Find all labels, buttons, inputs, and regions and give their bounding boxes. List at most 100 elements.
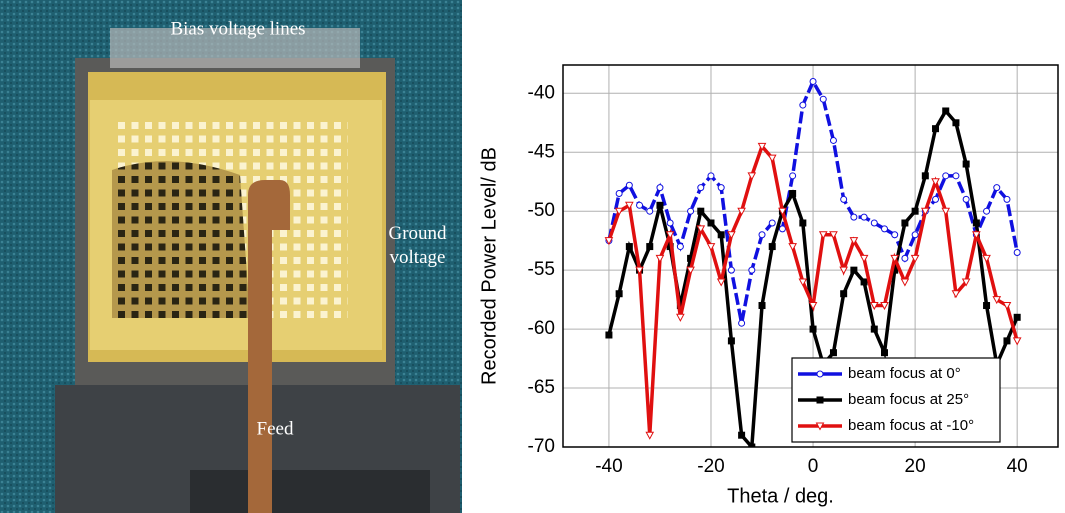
feed-probe [248,180,290,513]
marker [942,172,950,180]
photo: Bias voltage lines Ground voltage Feed [0,0,462,513]
marker [880,302,889,311]
marker [799,101,807,109]
photo-label-box: Ground voltage [388,223,447,268]
marker [901,254,909,262]
marker [798,278,808,287]
marker [686,266,695,275]
x-tick-label: 20 [905,456,926,477]
marker [799,219,807,227]
y-tick-label: -60 [528,318,555,339]
marker [748,266,756,274]
marker [757,142,767,151]
marker [962,195,970,203]
marker [1013,313,1021,321]
marker [982,254,991,263]
photo-label: Bias voltage lines [170,18,305,39]
y-tick-label: -50 [528,200,555,221]
marker [707,219,715,227]
marker [635,266,644,275]
marker [870,219,878,227]
marker [768,243,776,251]
marker [656,184,664,192]
marker [604,237,614,246]
marker [727,266,735,274]
marker [1012,337,1022,346]
marker [676,243,684,251]
marker [850,213,858,221]
marker [778,207,787,216]
marker [1002,302,1012,311]
marker [768,219,776,227]
marker [869,302,879,311]
marker [758,231,766,239]
marker [625,201,634,210]
marker [941,207,951,216]
marker [952,172,960,180]
marker [839,266,849,275]
marker [676,313,685,322]
marker [727,337,735,345]
marker [615,190,623,198]
y-tick-label: -70 [528,436,555,457]
marker [911,207,919,215]
marker [697,207,705,215]
marker [738,319,746,327]
x-tick-label: 0 [808,456,819,477]
plot-border [562,64,1059,448]
marker [1013,248,1021,256]
x-axis-label: Theta / deg. [727,485,834,507]
marker [727,231,736,240]
cell-grid-dark [112,161,250,318]
marker [737,207,746,216]
marker [1003,195,1011,203]
marker [625,181,633,189]
marker [716,278,726,287]
marker [993,184,1001,192]
marker [1003,337,1011,345]
legend-marker [816,370,824,378]
chart: -40 -20 0 20 40 -40 -45 -50 -55 -60 -65 -70 Theta / … [478,64,1059,507]
marker [850,266,858,274]
marker [840,195,848,203]
marker [992,296,1002,305]
marker [665,231,675,240]
bias-connector [110,28,360,68]
y-tick-label: -55 [528,259,555,280]
marker [860,278,868,286]
marker [983,302,991,310]
marker [808,302,818,311]
marker [880,225,888,233]
marker [767,154,777,163]
y-tick-label: -45 [528,141,555,162]
marker [920,207,930,216]
marker [697,184,705,192]
marker [829,231,838,240]
marker [840,290,848,298]
marker [717,231,725,239]
marker [717,184,725,192]
marker [687,207,695,215]
photo-label: Ground voltage [388,223,447,268]
x-tick-label: -40 [595,456,622,477]
legend-label: beam focus at 0° [848,365,961,382]
legend-marker [815,422,825,431]
y-tick-label: -40 [528,82,555,103]
marker [952,119,960,127]
marker [972,219,980,227]
marker [891,231,899,239]
marker [656,201,664,209]
marker [646,207,654,215]
marker [809,78,817,86]
series-layer [604,77,1022,447]
marker [819,95,827,103]
marker [860,213,868,221]
photo-label: Feed [257,418,294,439]
marker [829,349,837,357]
marker [901,219,909,227]
legend-marker [816,396,824,404]
mount-front [190,470,430,513]
marker [880,349,888,357]
y-axis-label: Recorded Power Level/ dB [478,147,500,385]
